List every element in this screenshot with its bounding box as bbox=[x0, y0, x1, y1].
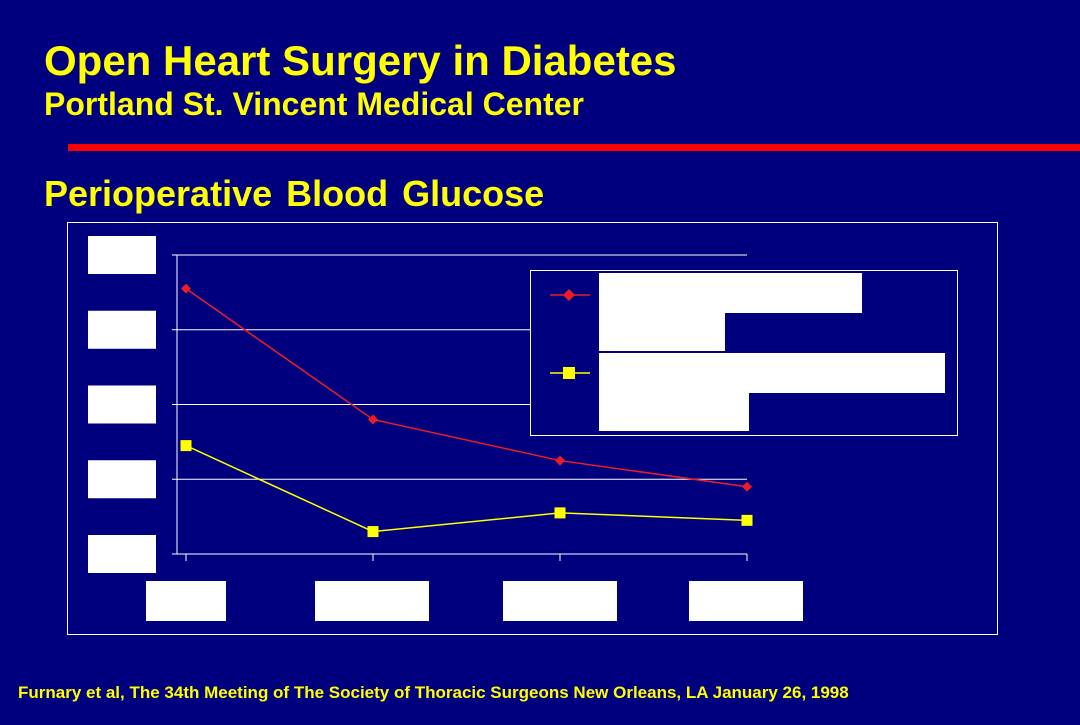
data-point-marker bbox=[742, 481, 752, 492]
chart-frame bbox=[67, 222, 998, 635]
x-tick-label-box bbox=[689, 581, 803, 621]
y-tick-label-box bbox=[88, 385, 156, 424]
data-point-marker bbox=[181, 283, 191, 294]
series-line-1 bbox=[185, 288, 748, 488]
y-tick-label-box bbox=[88, 310, 156, 349]
section-title: Perioperative Blood Glucose bbox=[44, 173, 545, 214]
y-tick-label-box bbox=[88, 535, 156, 573]
data-point-marker bbox=[741, 514, 753, 526]
slide-subtitle: Portland St. Vincent Medical Center bbox=[44, 86, 584, 122]
x-tick-label-box bbox=[315, 581, 429, 621]
citation-footer: Furnary et al, The 34th Meeting of The S… bbox=[18, 683, 849, 702]
legend-label-box bbox=[599, 273, 862, 313]
y-tick-label-box bbox=[88, 236, 156, 274]
y-tick-label-box bbox=[88, 460, 156, 499]
slide-title: Open Heart Surgery in Diabetes bbox=[44, 37, 677, 84]
data-point-marker bbox=[367, 526, 379, 538]
legend-label-box bbox=[599, 353, 945, 393]
data-point-marker bbox=[554, 507, 566, 519]
series-line-2 bbox=[185, 444, 748, 533]
x-tick-label-box bbox=[503, 581, 617, 621]
legend-marker-red bbox=[563, 289, 575, 301]
data-point-marker bbox=[368, 414, 378, 425]
data-point-marker bbox=[180, 440, 192, 452]
legend-label-box bbox=[599, 393, 749, 431]
x-tick-label-box bbox=[146, 581, 226, 621]
legend-marker-yellow bbox=[563, 367, 575, 379]
legend-label-box bbox=[599, 313, 725, 351]
data-point-marker bbox=[555, 455, 565, 466]
title-divider bbox=[68, 144, 1080, 151]
